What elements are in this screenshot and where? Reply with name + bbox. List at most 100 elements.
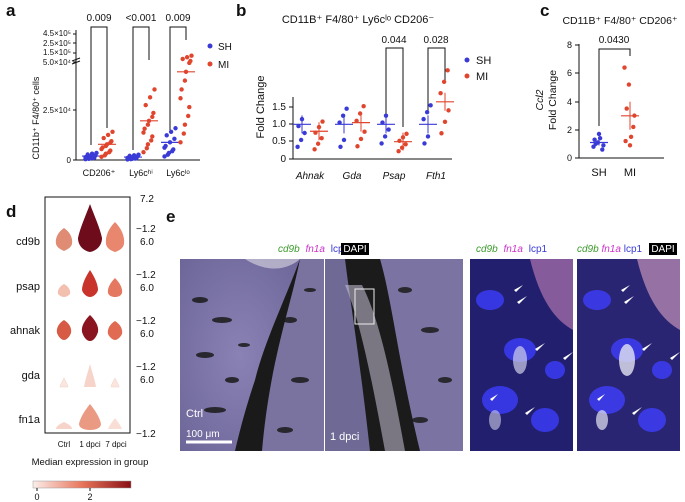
- tick-label: 0: [567, 153, 572, 163]
- data-point: [592, 137, 597, 142]
- data-point: [386, 127, 391, 132]
- data-point: [424, 110, 430, 115]
- violin: [107, 321, 123, 340]
- violin: [56, 320, 72, 340]
- tick-label: 5.0×10⁴: [43, 58, 72, 67]
- legend-mi: MI: [476, 71, 488, 83]
- axis-label: 7.2: [140, 194, 154, 205]
- data-point: [631, 124, 636, 130]
- axis-label: 6.0: [140, 283, 154, 294]
- scale-bar-label: 100 μm: [186, 429, 220, 440]
- data-point: [143, 102, 148, 108]
- row-label: fn1a: [19, 414, 41, 426]
- violin: [105, 222, 125, 252]
- legend-mi: MI: [218, 60, 229, 71]
- data-point: [298, 137, 304, 143]
- panel-label-d: d: [6, 202, 16, 221]
- panel-c-title: CD11B⁺ F4/80⁺ CD206⁺: [562, 15, 678, 27]
- data-point: [125, 155, 130, 161]
- panel-a-points: [82, 53, 195, 162]
- tick-label: 4: [567, 97, 572, 107]
- category-label: Ahnak: [295, 171, 325, 182]
- data-point: [382, 134, 388, 139]
- data-point: [404, 131, 409, 137]
- axis-label: 6.0: [140, 375, 154, 386]
- dapi-tag: [649, 243, 677, 255]
- ctrl-label: Ctrl: [186, 408, 203, 420]
- data-point: [441, 79, 447, 84]
- data-point: [173, 126, 178, 131]
- panel-label-a: a: [6, 1, 16, 20]
- axis-label: 6.0: [140, 329, 154, 340]
- data-point: [320, 119, 325, 124]
- column-label: 1 dpci: [79, 440, 101, 449]
- data-point: [162, 154, 167, 159]
- data-point: [438, 91, 443, 96]
- category-label: Ly6cˡᵒ: [166, 168, 190, 178]
- data-point: [110, 129, 115, 134]
- legend-marker-sh: [207, 43, 213, 49]
- data-point: [101, 135, 106, 141]
- category-label: Gda: [343, 171, 362, 182]
- data-point: [340, 113, 346, 118]
- data-point: [168, 129, 174, 134]
- violin: [110, 377, 120, 388]
- data-point: [442, 119, 448, 125]
- data-point: [142, 126, 147, 131]
- panel-b-title: CD11B⁺ F4/80⁺ Ly6cˡᵒ CD206⁻: [282, 14, 435, 26]
- p-value: 0.0430: [599, 35, 630, 46]
- data-point: [149, 138, 154, 143]
- category-label: CD206⁺: [83, 168, 116, 178]
- data-point: [344, 106, 349, 111]
- image-header: cd9b fn1a lcp1: [278, 244, 350, 255]
- data-point: [627, 143, 633, 148]
- violin: [56, 422, 72, 429]
- axis-label: −1.2: [136, 362, 156, 373]
- colorbar-tick: 0: [34, 492, 39, 502]
- data-point: [91, 155, 96, 161]
- panel-c-ylabel: Fold Change: [547, 70, 559, 130]
- tissue-region: [325, 259, 370, 451]
- panel-label-e: e: [166, 207, 175, 226]
- data-point: [403, 142, 408, 147]
- category-label: SH: [591, 167, 606, 179]
- data-point: [396, 149, 401, 154]
- panel-label-c: c: [540, 1, 549, 20]
- data-point: [164, 133, 169, 138]
- tick-label: 1.5×10⁵: [43, 48, 71, 57]
- tick-label: 2.5×10⁵: [43, 39, 71, 48]
- colorbar-label: Median expression in group: [32, 457, 149, 468]
- p-value: 0.009: [86, 13, 111, 24]
- data-point: [89, 151, 95, 156]
- panel-e: cd9b fn1a lcp1 DAPI cd9b fn1a lcp1 cd9b …: [180, 243, 680, 451]
- dapi-label: DAPI: [343, 244, 366, 255]
- data-point: [189, 53, 194, 58]
- data-point: [136, 152, 141, 157]
- data-point: [178, 140, 183, 145]
- tick-label: 0: [280, 154, 286, 165]
- data-point: [315, 141, 321, 146]
- data-point: [162, 145, 167, 150]
- panel-b: CD11B⁺ F4/80⁺ Ly6cˡᵒ CD206⁻ Fold Change …: [255, 14, 491, 182]
- violin: [82, 270, 98, 297]
- data-point: [425, 134, 431, 139]
- data-point: [187, 104, 192, 110]
- data-point: [186, 113, 191, 119]
- column-label: 7 dpci: [105, 440, 127, 449]
- dpci-label: 1 dpci: [330, 431, 359, 443]
- data-point: [94, 150, 99, 156]
- data-point: [182, 78, 188, 83]
- category-label: MI: [624, 167, 636, 179]
- panel-c-points: [590, 65, 639, 152]
- bracket: [385, 47, 404, 127]
- data-point: [337, 120, 342, 125]
- tick-label: 1.0: [272, 119, 286, 130]
- data-point: [165, 152, 170, 157]
- legend-marker-mi: [464, 73, 470, 79]
- data-point: [296, 123, 301, 129]
- colorbar-tick: 2: [87, 492, 92, 502]
- data-point: [178, 96, 183, 101]
- data-point: [624, 106, 629, 111]
- data-point: [141, 149, 146, 155]
- data-point: [145, 142, 151, 147]
